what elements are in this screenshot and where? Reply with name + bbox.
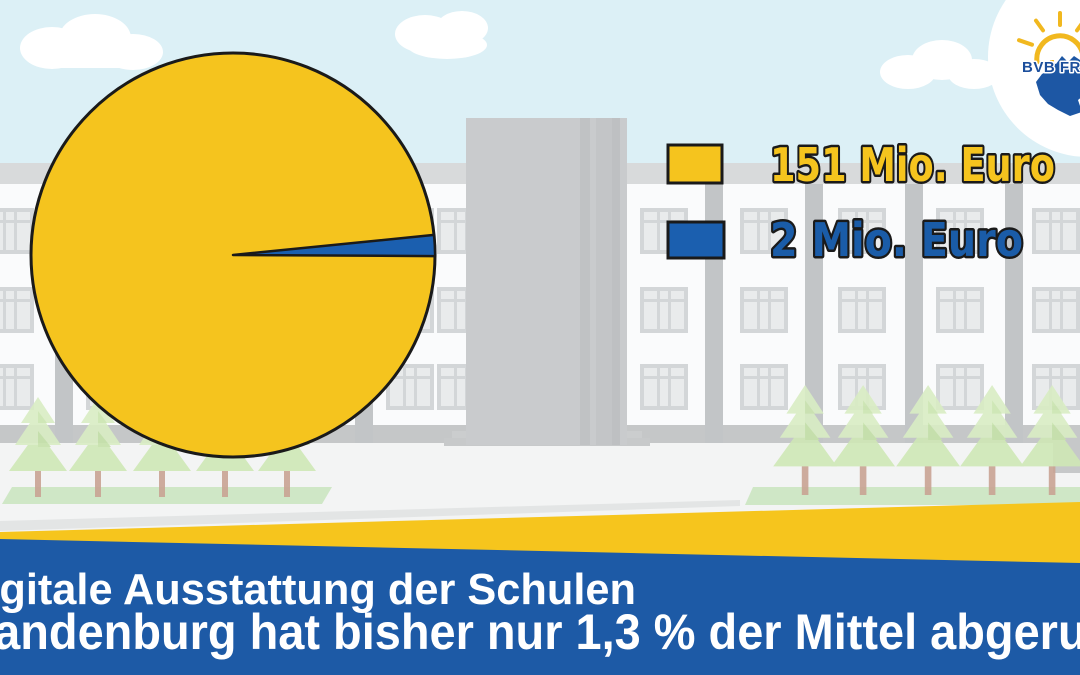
headline-line2: Brandenburg hat bisher nur 1,3 % der Mit… [0, 604, 1080, 660]
legend-swatch-blue [666, 220, 726, 260]
brandenburg-map-icon [1036, 56, 1080, 116]
banner-blue-stripe [0, 539, 1080, 675]
pie-slice-blue [231, 233, 437, 258]
grass-strip [2, 487, 332, 504]
logo-divider [1048, 60, 1054, 72]
cloud-icon [395, 11, 488, 59]
plaza-shadow [0, 500, 740, 531]
cloud-icon [20, 14, 163, 70]
grass-strip [745, 487, 1080, 505]
legend-label-yellow: 151 Mio. Euro [770, 138, 1055, 192]
logo-background [988, 0, 1080, 157]
building-tower [444, 118, 650, 446]
legend-swatch-yellow [666, 143, 724, 185]
headline-line1: Digitale Ausstattung der Schulen [0, 565, 636, 614]
cloud-icon [880, 40, 1000, 89]
legend-label-blue: 2 Mio. Euro [770, 213, 1023, 267]
logo-text: BVB FREIE [1022, 59, 1080, 76]
